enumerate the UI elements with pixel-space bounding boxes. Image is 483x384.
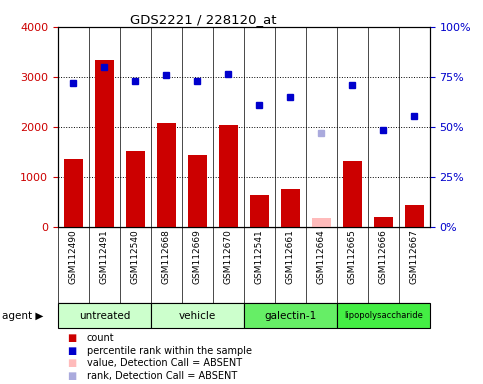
Text: ■: ■ (68, 358, 77, 368)
Text: GSM112541: GSM112541 (255, 229, 264, 284)
Bar (95, 60, 114, 227)
Text: GSM112665: GSM112665 (348, 229, 357, 284)
Text: GSM112664: GSM112664 (317, 229, 326, 284)
Bar (151, 303, 244, 328)
Text: GSM112669: GSM112669 (193, 229, 202, 284)
Text: ■: ■ (68, 346, 77, 356)
Text: galectin-1: galectin-1 (264, 311, 316, 321)
Text: GSM112491: GSM112491 (100, 229, 109, 284)
Text: lipopolysaccharide: lipopolysaccharide (344, 311, 423, 320)
Bar (219, 125, 238, 227)
Bar (64, 159, 83, 227)
Bar (58, 303, 151, 328)
Bar (343, 161, 362, 227)
Bar (312, 218, 331, 227)
Bar (337, 303, 430, 328)
Text: GSM112540: GSM112540 (131, 229, 140, 284)
Bar (157, 123, 176, 227)
Text: GDS2221 / 228120_at: GDS2221 / 228120_at (129, 13, 276, 26)
Bar (405, 205, 424, 227)
Text: count: count (87, 333, 114, 343)
Text: GSM112667: GSM112667 (410, 229, 419, 284)
Text: GSM112490: GSM112490 (69, 229, 78, 284)
Text: GSM112670: GSM112670 (224, 229, 233, 284)
Bar (250, 195, 269, 227)
Bar (188, 155, 207, 227)
Bar (126, 151, 145, 227)
Text: untreated: untreated (79, 311, 130, 321)
Text: ■: ■ (68, 333, 77, 343)
Text: GSM112661: GSM112661 (286, 229, 295, 284)
Text: rank, Detection Call = ABSENT: rank, Detection Call = ABSENT (87, 371, 237, 381)
Text: percentile rank within the sample: percentile rank within the sample (87, 346, 252, 356)
Text: vehicle: vehicle (179, 311, 216, 321)
Text: ■: ■ (68, 371, 77, 381)
Text: value, Detection Call = ABSENT: value, Detection Call = ABSENT (87, 358, 242, 368)
Text: GSM112666: GSM112666 (379, 229, 388, 284)
Text: GSM112668: GSM112668 (162, 229, 171, 284)
Bar (281, 189, 300, 227)
Bar (244, 303, 337, 328)
Bar (374, 217, 393, 227)
Text: agent ▶: agent ▶ (2, 311, 44, 321)
